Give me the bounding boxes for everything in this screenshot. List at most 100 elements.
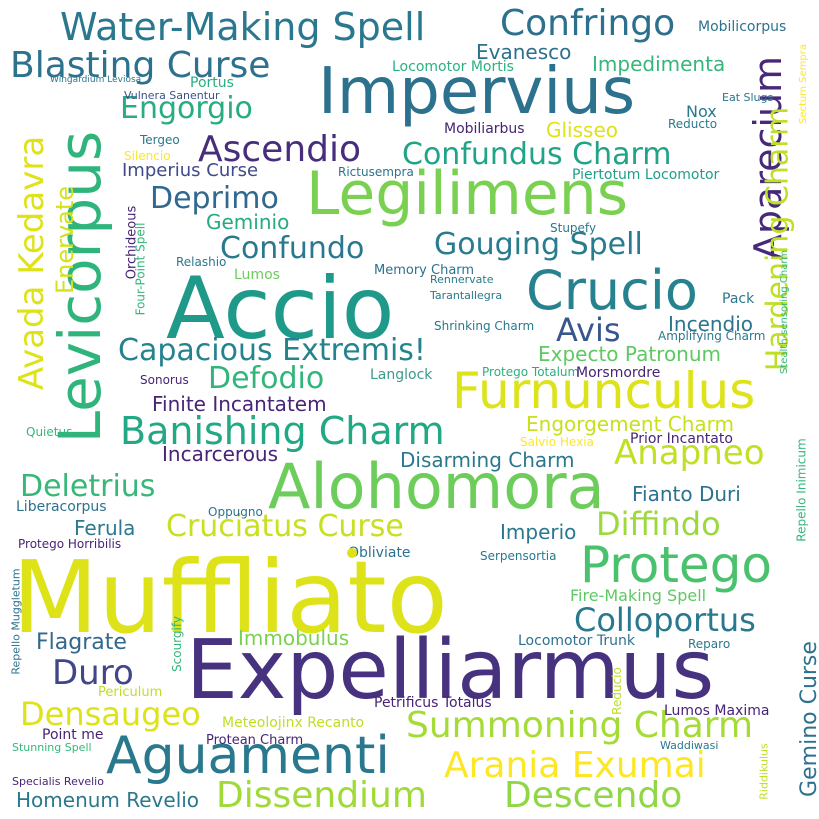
word: Oppugno: [208, 505, 263, 519]
word: Tergeo: [140, 133, 180, 147]
word: Crucio: [526, 259, 698, 322]
word: Prior Incantato: [630, 431, 733, 447]
word: Shrinking Charm: [434, 319, 535, 333]
word: Engorgement Charm: [526, 412, 735, 436]
word: Lumos: [234, 267, 280, 283]
word: Ascendio: [198, 129, 362, 170]
word: Arania Exumai: [444, 745, 706, 786]
word: Mobilicorpus: [698, 19, 787, 35]
word: Morsmordre: [576, 365, 661, 381]
word: Scourgify: [169, 616, 184, 672]
word: Locomotor Mortis: [392, 59, 514, 75]
word: Immobulus: [238, 626, 350, 650]
word: Lumos Maxima: [664, 703, 770, 719]
word: Petrificus Totalus: [374, 695, 492, 711]
word: Vulnera Sanentur: [124, 89, 220, 102]
word: Confundo: [220, 231, 365, 266]
word: Fire-Making Spell: [570, 586, 707, 605]
word: Sonorus: [140, 373, 189, 387]
word: Periculum: [98, 685, 163, 700]
word: Gouging Spell: [434, 227, 643, 262]
word: Mobiliarbus: [444, 121, 525, 137]
word: Obliviate: [348, 545, 411, 561]
word: Salvio Hexia: [520, 435, 594, 449]
word: Sectum Sempra: [798, 43, 810, 125]
word: Evanesco: [476, 40, 572, 64]
word: Repello Muggletum: [9, 568, 23, 675]
word: Accio: [166, 259, 395, 359]
word: Colloportus: [574, 601, 756, 639]
word: Confundus Charm: [402, 137, 672, 172]
word: Rennervate: [430, 273, 494, 286]
word: Expelliarmus: [186, 623, 715, 718]
word: Furnunculus: [452, 362, 756, 420]
word: Quietus: [26, 425, 73, 439]
word: Imperio: [500, 520, 577, 544]
word: Stealth-sensoring Charm: [779, 249, 791, 375]
word: Capacious Extremis!: [118, 333, 426, 368]
word: Alohomora: [268, 450, 605, 523]
word: Fianto Duri: [632, 482, 741, 506]
word: Orchideous: [124, 205, 140, 280]
word: Incendio: [668, 312, 754, 336]
word: Specialis Revelio: [12, 775, 104, 788]
word: Silencio: [124, 149, 171, 163]
word: Nox: [686, 102, 717, 121]
word: Protean Charm: [206, 733, 304, 748]
word: Locomotor Trunk: [518, 633, 635, 649]
word: Serpensortia: [480, 549, 557, 563]
word: Anapneo: [614, 433, 765, 473]
word: Muffliato: [12, 539, 448, 656]
word: Defodio: [208, 361, 325, 396]
word: Homenum Revelio: [16, 788, 200, 812]
word: Dissendium: [216, 775, 427, 816]
word: Riddikulus: [757, 743, 771, 800]
word: Disarming Charm: [400, 448, 575, 472]
word: Expecto Patronum: [538, 342, 722, 366]
word: Deprimo: [150, 181, 279, 216]
word: Wingardium Leviosa: [50, 75, 142, 85]
word: Duro: [52, 653, 134, 693]
word: Avada Kedavra: [12, 135, 53, 391]
word: Relashio: [176, 255, 227, 269]
word: Glisseo: [546, 118, 618, 142]
word: Banishing Charm: [120, 409, 445, 453]
word: Reparo: [688, 637, 731, 651]
word: Amplifying Charm: [658, 329, 766, 343]
word: Point me: [42, 727, 104, 743]
word: Descendo: [504, 775, 683, 816]
word: Rictusempra: [338, 165, 414, 179]
word: Impervius: [318, 55, 636, 129]
word: Protego Totalum: [482, 365, 580, 379]
word: Langlock: [370, 367, 433, 383]
word: Water-Making Spell: [60, 5, 426, 49]
word: Memory Charm: [374, 263, 475, 278]
word: Densaugeo: [20, 695, 201, 733]
word: Engorgio: [120, 91, 253, 126]
word: Ferula: [74, 516, 136, 540]
word: Avis: [556, 311, 621, 349]
word: Eat Slugs: [722, 91, 774, 104]
word: Portus: [190, 75, 234, 91]
word: Geminio: [206, 210, 290, 234]
word: Liberacorpus: [16, 499, 107, 515]
word: Diffindo: [596, 505, 721, 543]
word: Cruciatus Curse: [166, 509, 404, 544]
word: Piertotum Locomotor: [572, 167, 720, 183]
word: Deletrius: [20, 469, 156, 504]
word: Gemino Curse: [796, 641, 819, 797]
word: Flagrate: [36, 630, 127, 655]
word: Reducto: [668, 117, 718, 131]
word: Summoning Charm: [406, 705, 754, 746]
word: Aguamenti: [106, 726, 390, 786]
word: Repello Inimicum: [794, 438, 809, 542]
word: Stunning Spell: [12, 741, 92, 754]
small-dot: [347, 548, 357, 558]
word: Tarantallegra: [430, 289, 503, 302]
word: Imperius Curse: [122, 160, 259, 181]
word: Pack: [722, 291, 755, 307]
word: Meteolojinx Recanto: [222, 715, 365, 731]
word: Finite Incantatem: [152, 392, 327, 416]
word: Blasting Curse: [10, 45, 271, 86]
